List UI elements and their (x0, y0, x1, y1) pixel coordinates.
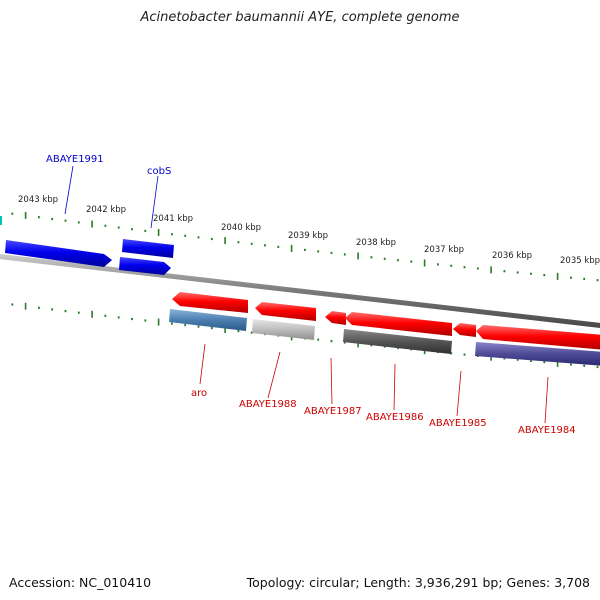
leader-line-abaye1986 (393, 363, 396, 411)
scale-labels: 2043 kbp 2042 kbp 2041 kbp 2040 kbp 2039… (18, 195, 600, 266)
label-abaye1988[interactable]: ABAYE1988 (239, 399, 297, 410)
label-abaye1986[interactable]: ABAYE1986 (366, 412, 424, 423)
scale-label-2036: 2036 kbp (492, 251, 532, 261)
feature-abaye1984-region[interactable] (475, 342, 600, 366)
scale-label-2035: 2035 kbp (560, 256, 600, 266)
edge-marker (0, 216, 2, 225)
label-abaye1991[interactable]: ABAYE1991 (46, 154, 104, 165)
genome-title: Acinetobacter baumannii AYE, complete ge… (140, 10, 460, 25)
genome-summary-text: Topology: circular; Length: 3,936,291 bp… (246, 575, 590, 590)
forward-gene-labels: ABAYE1991 cobS (46, 154, 171, 229)
leader-line-abaye1988 (267, 351, 281, 399)
scale-label-2037: 2037 kbp (424, 245, 464, 255)
leader-line-abaye1985 (456, 370, 462, 417)
genome-backbone (0, 254, 600, 328)
feature-aro-region[interactable] (169, 309, 247, 331)
scale-label-2042: 2042 kbp (86, 205, 126, 215)
leader-line-cobs (150, 175, 159, 229)
gene-abaye1991[interactable] (5, 240, 112, 267)
reverse-gene-labels: aro ABAYE1988 ABAYE1987 ABAYE1986 ABAYE1… (191, 343, 576, 436)
label-cobs[interactable]: cobS (147, 166, 171, 177)
gene-aro[interactable] (172, 292, 248, 313)
scale-label-2038: 2038 kbp (356, 238, 396, 248)
label-abaye1984[interactable]: ABAYE1984 (518, 425, 576, 436)
gene-cobs-segment-2[interactable] (119, 257, 171, 275)
feature-abaye1988-region[interactable] (252, 319, 315, 340)
feature-abaye1986-region[interactable] (343, 329, 452, 354)
scale-label-2039: 2039 kbp (288, 231, 328, 241)
label-aro[interactable]: aro (191, 388, 207, 399)
scale-label-2041: 2041 kbp (153, 214, 193, 224)
outer-tick-marks (11, 211, 599, 282)
leader-line-aro (199, 343, 206, 385)
leader-line-abaye1987 (330, 357, 333, 405)
gene-abaye1984[interactable] (476, 325, 600, 350)
gene-abaye1985[interactable] (453, 323, 476, 337)
gene-cobs-segment-1[interactable] (122, 239, 174, 258)
label-abaye1985[interactable]: ABAYE1985 (429, 418, 487, 429)
gene-abaye1986[interactable] (345, 312, 452, 336)
leader-line-abaye1991 (64, 165, 74, 215)
gene-abaye1988[interactable] (255, 302, 316, 321)
scale-label-2043: 2043 kbp (18, 195, 58, 205)
leader-line-abaye1984 (544, 376, 549, 424)
label-abaye1987[interactable]: ABAYE1987 (304, 406, 362, 417)
gene-abaye1987[interactable] (325, 311, 346, 325)
accession-text: Accession: NC_010410 (9, 575, 152, 590)
scale-label-2040: 2040 kbp (221, 223, 261, 233)
